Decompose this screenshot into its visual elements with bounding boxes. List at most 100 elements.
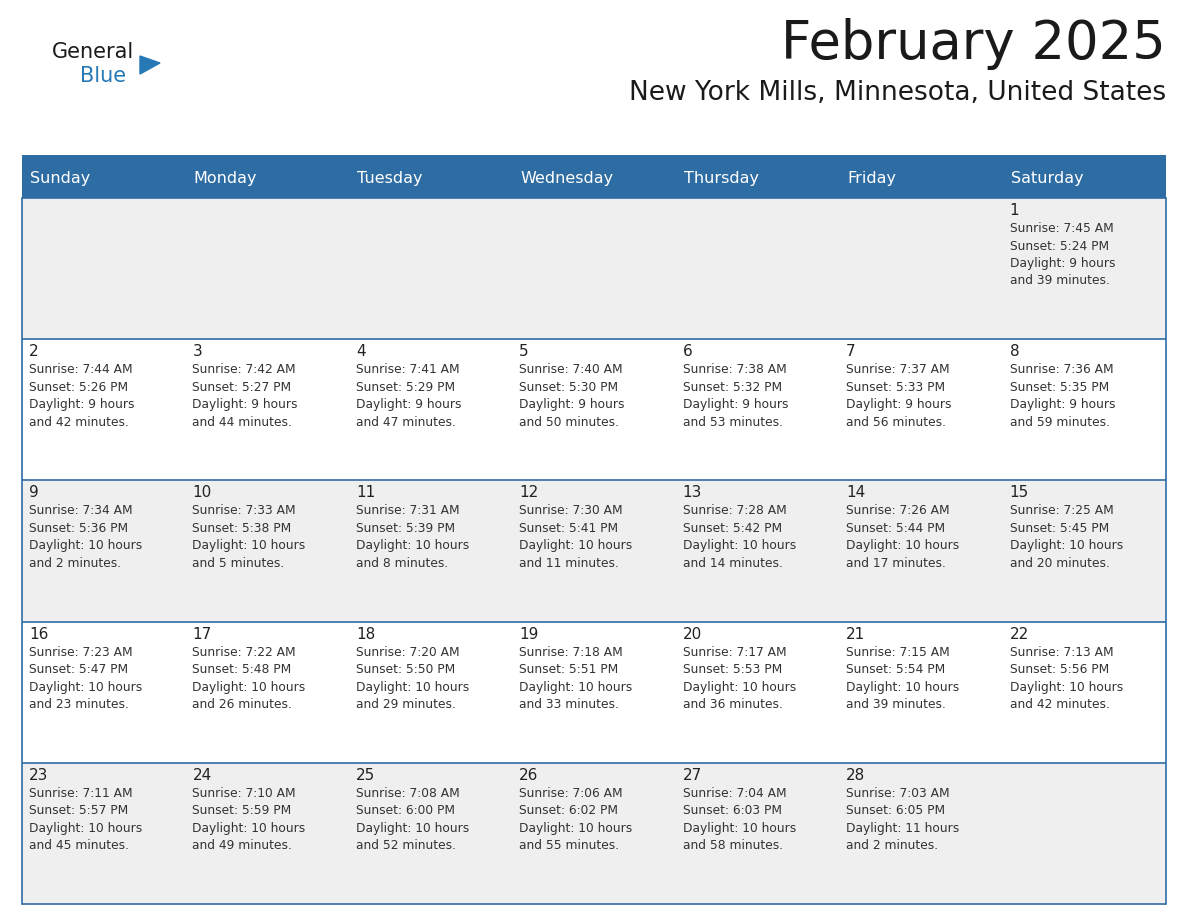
Text: Sunset: 5:39 PM: Sunset: 5:39 PM	[356, 522, 455, 535]
Text: Sunset: 5:42 PM: Sunset: 5:42 PM	[683, 522, 782, 535]
Bar	[23, 339, 1165, 480]
Text: Sunrise: 7:34 AM: Sunrise: 7:34 AM	[29, 504, 133, 518]
Text: Sunrise: 7:40 AM: Sunrise: 7:40 AM	[519, 364, 623, 376]
Text: 23: 23	[29, 767, 49, 783]
Text: General: General	[52, 42, 134, 62]
Text: Saturday: Saturday	[1011, 172, 1083, 186]
Text: 18: 18	[356, 627, 375, 642]
Text: Sunrise: 7:22 AM: Sunrise: 7:22 AM	[192, 645, 296, 658]
Text: 11: 11	[356, 486, 375, 500]
Text: Sunday: Sunday	[30, 172, 90, 186]
Text: Sunset: 5:36 PM: Sunset: 5:36 PM	[29, 522, 128, 535]
Text: Sunrise: 7:04 AM: Sunrise: 7:04 AM	[683, 787, 786, 800]
Text: Sunrise: 7:11 AM: Sunrise: 7:11 AM	[29, 787, 133, 800]
Text: and 17 minutes.: and 17 minutes.	[846, 557, 946, 570]
Text: Daylight: 10 hours: Daylight: 10 hours	[519, 540, 632, 553]
Text: Sunrise: 7:37 AM: Sunrise: 7:37 AM	[846, 364, 949, 376]
Text: Sunset: 5:51 PM: Sunset: 5:51 PM	[519, 663, 619, 676]
Text: Sunset: 5:59 PM: Sunset: 5:59 PM	[192, 804, 292, 817]
Text: and 55 minutes.: and 55 minutes.	[519, 839, 619, 852]
Text: Sunrise: 7:03 AM: Sunrise: 7:03 AM	[846, 787, 949, 800]
Text: Sunrise: 7:38 AM: Sunrise: 7:38 AM	[683, 364, 786, 376]
Text: Sunset: 5:24 PM: Sunset: 5:24 PM	[1010, 240, 1108, 252]
Text: Friday: Friday	[847, 172, 896, 186]
Text: Sunset: 6:00 PM: Sunset: 6:00 PM	[356, 804, 455, 817]
Text: 14: 14	[846, 486, 865, 500]
Text: and 56 minutes.: and 56 minutes.	[846, 416, 946, 429]
Text: Sunset: 5:30 PM: Sunset: 5:30 PM	[519, 381, 619, 394]
Text: and 44 minutes.: and 44 minutes.	[192, 416, 292, 429]
Text: Tuesday: Tuesday	[356, 172, 423, 186]
Text: Sunrise: 7:25 AM: Sunrise: 7:25 AM	[1010, 504, 1113, 518]
Text: and 39 minutes.: and 39 minutes.	[1010, 274, 1110, 287]
Text: Sunrise: 7:10 AM: Sunrise: 7:10 AM	[192, 787, 296, 800]
Text: 12: 12	[519, 486, 538, 500]
Text: Daylight: 9 hours: Daylight: 9 hours	[192, 398, 298, 411]
Text: 26: 26	[519, 767, 538, 783]
Text: Sunset: 5:47 PM: Sunset: 5:47 PM	[29, 663, 128, 676]
Text: and 36 minutes.: and 36 minutes.	[683, 698, 783, 711]
Text: Daylight: 11 hours: Daylight: 11 hours	[846, 822, 960, 834]
Text: 22: 22	[1010, 627, 1029, 642]
Text: Daylight: 9 hours: Daylight: 9 hours	[846, 398, 952, 411]
Text: Sunrise: 7:42 AM: Sunrise: 7:42 AM	[192, 364, 296, 376]
Bar	[23, 160, 1165, 198]
Text: Daylight: 10 hours: Daylight: 10 hours	[846, 540, 960, 553]
Text: Daylight: 10 hours: Daylight: 10 hours	[683, 680, 796, 694]
Text: and 47 minutes.: and 47 minutes.	[356, 416, 456, 429]
Text: Daylight: 10 hours: Daylight: 10 hours	[1010, 540, 1123, 553]
Text: Sunrise: 7:23 AM: Sunrise: 7:23 AM	[29, 645, 133, 658]
Text: 2: 2	[29, 344, 39, 359]
Text: 10: 10	[192, 486, 211, 500]
Text: and 29 minutes.: and 29 minutes.	[356, 698, 456, 711]
Text: 17: 17	[192, 627, 211, 642]
Bar	[23, 155, 1165, 160]
Text: Sunrise: 7:31 AM: Sunrise: 7:31 AM	[356, 504, 460, 518]
Text: Daylight: 10 hours: Daylight: 10 hours	[192, 822, 305, 834]
Text: and 49 minutes.: and 49 minutes.	[192, 839, 292, 852]
Text: and 5 minutes.: and 5 minutes.	[192, 557, 285, 570]
Text: and 58 minutes.: and 58 minutes.	[683, 839, 783, 852]
Text: Wednesday: Wednesday	[520, 172, 613, 186]
Text: Blue: Blue	[80, 66, 126, 86]
Text: Daylight: 10 hours: Daylight: 10 hours	[519, 822, 632, 834]
Text: 6: 6	[683, 344, 693, 359]
Text: Sunrise: 7:17 AM: Sunrise: 7:17 AM	[683, 645, 786, 658]
Text: 28: 28	[846, 767, 865, 783]
Text: Sunset: 5:54 PM: Sunset: 5:54 PM	[846, 663, 946, 676]
Text: 13: 13	[683, 486, 702, 500]
Text: Sunrise: 7:08 AM: Sunrise: 7:08 AM	[356, 787, 460, 800]
Text: Sunset: 6:03 PM: Sunset: 6:03 PM	[683, 804, 782, 817]
Text: Daylight: 9 hours: Daylight: 9 hours	[356, 398, 461, 411]
Text: Daylight: 10 hours: Daylight: 10 hours	[683, 540, 796, 553]
Bar	[23, 198, 1165, 339]
Text: Sunset: 5:29 PM: Sunset: 5:29 PM	[356, 381, 455, 394]
Text: 25: 25	[356, 767, 375, 783]
Text: Sunrise: 7:13 AM: Sunrise: 7:13 AM	[1010, 645, 1113, 658]
Text: Monday: Monday	[194, 172, 257, 186]
Text: and 2 minutes.: and 2 minutes.	[846, 839, 939, 852]
Text: Daylight: 9 hours: Daylight: 9 hours	[1010, 398, 1116, 411]
Text: Sunset: 6:05 PM: Sunset: 6:05 PM	[846, 804, 946, 817]
Text: Daylight: 10 hours: Daylight: 10 hours	[29, 540, 143, 553]
Text: Sunset: 5:35 PM: Sunset: 5:35 PM	[1010, 381, 1108, 394]
Text: 1: 1	[1010, 203, 1019, 218]
Text: and 42 minutes.: and 42 minutes.	[1010, 698, 1110, 711]
Text: Sunrise: 7:06 AM: Sunrise: 7:06 AM	[519, 787, 623, 800]
Text: Sunrise: 7:45 AM: Sunrise: 7:45 AM	[1010, 222, 1113, 235]
Text: and 20 minutes.: and 20 minutes.	[1010, 557, 1110, 570]
Text: Daylight: 10 hours: Daylight: 10 hours	[356, 680, 469, 694]
Text: and 45 minutes.: and 45 minutes.	[29, 839, 129, 852]
Text: Sunrise: 7:28 AM: Sunrise: 7:28 AM	[683, 504, 786, 518]
Text: 15: 15	[1010, 486, 1029, 500]
Text: Sunset: 5:38 PM: Sunset: 5:38 PM	[192, 522, 292, 535]
Text: 7: 7	[846, 344, 855, 359]
Text: 24: 24	[192, 767, 211, 783]
Text: and 2 minutes.: and 2 minutes.	[29, 557, 121, 570]
Text: February 2025: February 2025	[782, 18, 1165, 70]
Text: Sunset: 5:45 PM: Sunset: 5:45 PM	[1010, 522, 1108, 535]
Text: Daylight: 9 hours: Daylight: 9 hours	[1010, 257, 1116, 270]
Text: Daylight: 9 hours: Daylight: 9 hours	[29, 398, 134, 411]
Text: Daylight: 10 hours: Daylight: 10 hours	[29, 822, 143, 834]
Text: and 53 minutes.: and 53 minutes.	[683, 416, 783, 429]
